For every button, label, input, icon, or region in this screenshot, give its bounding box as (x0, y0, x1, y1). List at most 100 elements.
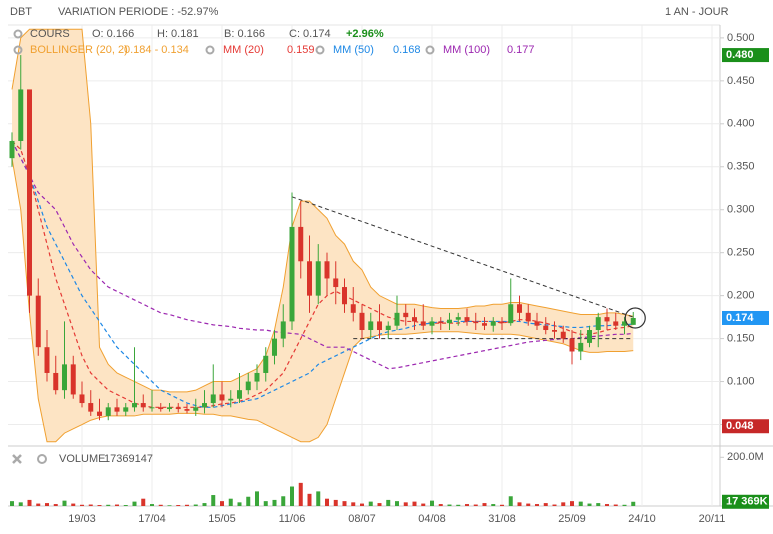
candle-body (534, 321, 540, 326)
x-tick-label: 08/07 (348, 513, 376, 525)
x-tick-label: 24/10 (628, 513, 656, 525)
candle-body (132, 403, 137, 408)
volume-bar (255, 491, 259, 506)
volume-bar (71, 503, 76, 506)
candle-body (18, 89, 24, 141)
candle-body (412, 317, 417, 322)
candle-body (508, 304, 514, 324)
volume-bar (290, 486, 294, 506)
volume-bar (106, 504, 111, 506)
candle-body (429, 321, 435, 326)
price-badge (722, 310, 769, 325)
volume-bar (325, 498, 329, 506)
y-tick-label: 0.200 (727, 290, 755, 302)
volume-bar (570, 501, 574, 506)
price-badge (722, 48, 769, 63)
volume-bar (316, 491, 321, 506)
trendline (291, 196, 634, 318)
candle-body (280, 321, 286, 339)
legend-close: C: 0.174 (289, 28, 331, 40)
price-badge (722, 494, 769, 509)
price-badge-label: 0.048 (726, 420, 754, 432)
volume-bar (613, 504, 618, 506)
volume-bar (88, 504, 93, 506)
candle-body (44, 347, 50, 373)
price-badge (722, 419, 769, 434)
settings-icon[interactable] (315, 45, 325, 55)
candle-body (560, 331, 566, 339)
candle-body (289, 226, 295, 322)
candle-body (482, 323, 487, 326)
candle-body (368, 321, 374, 331)
volume-value: 17369147 (104, 453, 153, 465)
volume-bar (360, 503, 364, 506)
volume-bar (167, 505, 172, 506)
price-badge-label: 17 369K (726, 496, 768, 508)
candle-body (167, 407, 172, 410)
volume-bar (36, 503, 41, 506)
candle-body (630, 317, 636, 325)
price-badge-label: 0.480 (726, 49, 754, 61)
volume-bar (447, 504, 452, 506)
settings-icon[interactable] (13, 45, 23, 55)
candle-body (499, 321, 505, 324)
candle-body (79, 394, 85, 404)
legend-low: B: 0.166 (224, 28, 265, 40)
volume-bar (403, 502, 408, 506)
volume-bar (526, 503, 531, 506)
candle-body (525, 312, 531, 322)
candle-body (455, 317, 461, 320)
y-tick-label: 0.500 (727, 32, 755, 44)
volume-bar (237, 502, 242, 506)
candle-body (377, 321, 382, 331)
volume-bar (491, 504, 496, 506)
candle-body (298, 226, 304, 262)
volume-bar (552, 504, 557, 506)
volume-bar (211, 495, 216, 506)
candle-body (9, 140, 15, 159)
x-tick-label: 19/03 (68, 513, 96, 525)
volume-bar (281, 496, 286, 506)
candle-body (35, 295, 41, 348)
candle-body (403, 312, 409, 318)
candle-body (447, 319, 452, 324)
settings-icon[interactable] (425, 45, 435, 55)
candle-body (595, 317, 601, 331)
candle-body (105, 407, 111, 416)
candle-body (385, 325, 391, 331)
candle-body (342, 287, 347, 305)
volume-bar (298, 482, 303, 506)
volume-bar (80, 504, 84, 506)
volume-bar (543, 503, 548, 506)
candle-body (254, 372, 260, 382)
settings-icon[interactable] (205, 45, 215, 55)
candle-body (202, 403, 207, 408)
volume-bar (377, 503, 382, 506)
volume-bar (622, 504, 627, 506)
x-tick-label: 17/04 (138, 513, 166, 525)
volume-bar (508, 496, 513, 506)
settings-icon[interactable] (37, 454, 47, 464)
candle-body (438, 321, 444, 324)
close-icon[interactable] (12, 454, 22, 464)
candle-body (175, 407, 181, 410)
legend-high: H: 0.181 (157, 28, 199, 40)
variation: VARIATION PERIODE : -52.97% (58, 6, 219, 18)
volume-bar (412, 501, 417, 506)
period[interactable]: 1 AN - JOUR (665, 6, 729, 18)
y-tick-label: 0.300 (727, 204, 755, 216)
volume-bar (342, 501, 347, 506)
candle-body (97, 411, 102, 416)
candle-body (114, 407, 120, 412)
candle-body (315, 261, 321, 296)
candle-body (123, 407, 129, 412)
x-tick-label: 31/08 (488, 513, 516, 525)
volume-bar (150, 504, 154, 506)
x-tick-label: 20/11 (699, 513, 726, 525)
volume-bar (421, 503, 426, 506)
settings-icon[interactable] (13, 29, 23, 39)
candle-body (70, 364, 76, 395)
volume-bar (193, 504, 198, 506)
volume-bar (535, 504, 539, 506)
